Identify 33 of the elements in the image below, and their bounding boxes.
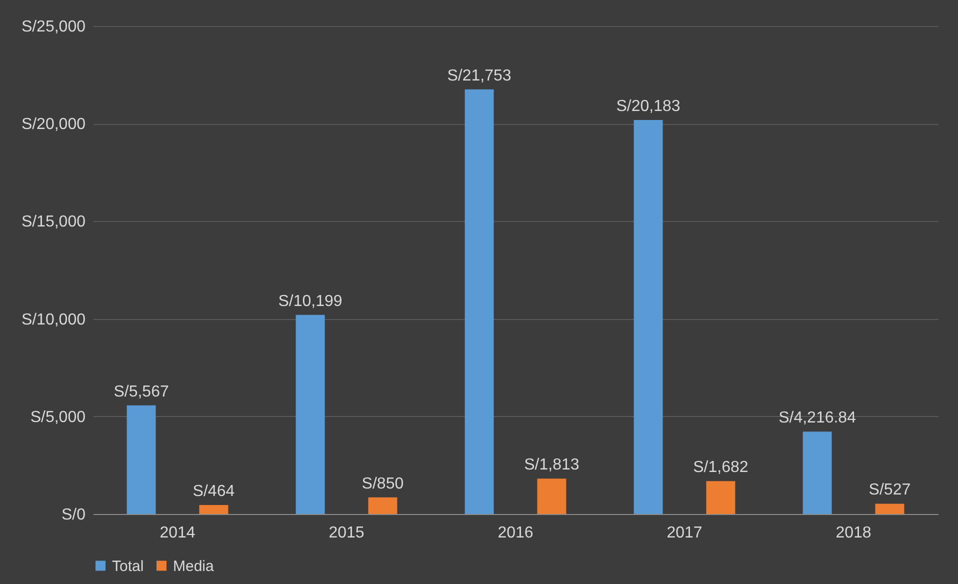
y-tick-label: S/25,000 (21, 18, 86, 36)
data-label: S/527 (868, 482, 911, 499)
data-label: S/1,682 (693, 459, 748, 476)
x-tick-label: 2017 (666, 524, 702, 542)
bar (706, 481, 736, 514)
bar (199, 504, 228, 514)
bar (126, 405, 156, 514)
y-tick-label: S/20,000 (21, 116, 86, 134)
legend-label: Media (173, 558, 215, 575)
bar (368, 497, 398, 514)
data-label: S/1,813 (524, 456, 580, 474)
data-label: S/464 (192, 482, 235, 500)
data-label: S/4,216.84 (778, 410, 856, 427)
x-tick-label: 2016 (498, 524, 534, 542)
y-tick-label: S/10,000 (21, 311, 86, 328)
data-label: S/5,567 (114, 383, 169, 400)
x-tick-label: 2014 (160, 524, 196, 542)
bar (464, 89, 494, 514)
bar (634, 120, 663, 514)
y-tick-label: S/0 (61, 506, 86, 524)
y-tick-label: S/5,000 (30, 408, 86, 426)
bar (296, 314, 325, 514)
data-label: S/21,753 (447, 67, 512, 84)
bar (802, 432, 832, 514)
x-tick-label: 2018 (836, 524, 872, 542)
y-tick-label: S/15,000 (21, 214, 86, 231)
data-label: S/20,183 (616, 98, 680, 116)
legend-label: Total (112, 558, 144, 575)
data-label: S/10,199 (278, 292, 342, 310)
data-label: S/850 (362, 475, 404, 492)
bar (537, 478, 566, 514)
bar (875, 504, 904, 514)
x-tick-label: 2015 (328, 524, 364, 542)
